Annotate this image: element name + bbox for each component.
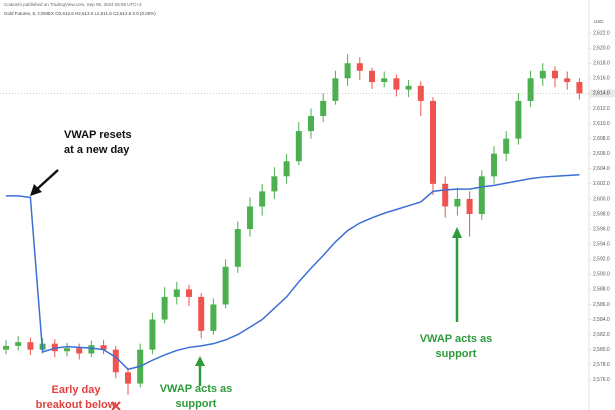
candle-body bbox=[173, 289, 180, 297]
y-tick-label: 2,592.0 bbox=[593, 257, 610, 263]
candle-body bbox=[564, 78, 571, 83]
annotation: support bbox=[436, 348, 477, 360]
annotation: breakout below bbox=[36, 399, 117, 410]
candle-body bbox=[64, 348, 70, 352]
annotation: VWAP acts as bbox=[420, 333, 493, 345]
y-tick-label: 2,598.0 bbox=[593, 211, 610, 217]
y-tick-label: 2,604.0 bbox=[593, 166, 610, 172]
candles bbox=[3, 54, 583, 395]
annotation: Early day bbox=[52, 384, 102, 396]
candle-body bbox=[247, 206, 253, 230]
candle-body bbox=[527, 78, 534, 101]
arrow bbox=[35, 169, 59, 191]
y-tick-label: 2,608.0 bbox=[593, 136, 610, 142]
candle-body bbox=[295, 131, 302, 162]
y-tick-label: 2,602.0 bbox=[593, 181, 610, 187]
candle-body bbox=[381, 78, 388, 83]
candle-body bbox=[478, 176, 485, 214]
last-price-label: 2,614.0 bbox=[593, 91, 610, 97]
candle-body bbox=[100, 345, 107, 350]
y-tick-label: 2,600.0 bbox=[593, 196, 610, 202]
arrow-head bbox=[30, 184, 42, 196]
candle-body bbox=[3, 345, 9, 350]
annotation: VWAP acts as bbox=[160, 383, 233, 395]
candle-body bbox=[259, 191, 266, 207]
annotation: at a new day bbox=[64, 144, 130, 156]
cross bbox=[111, 401, 121, 410]
arrow-head bbox=[195, 356, 205, 366]
candle-body bbox=[356, 63, 363, 71]
candle-body bbox=[222, 266, 229, 305]
candle-body bbox=[283, 161, 290, 177]
annotations: VWAP resets at a new day Early day breakout… bbox=[30, 129, 492, 410]
y-tick-label: 2,616.0 bbox=[593, 76, 610, 82]
candle-body bbox=[125, 372, 131, 384]
y-tick-label: 2,596.0 bbox=[593, 226, 610, 232]
candle-body bbox=[515, 100, 522, 139]
y-tick-label: 2,578.0 bbox=[593, 362, 610, 368]
y-tick-label: 2,610.0 bbox=[593, 121, 610, 127]
annotation: VWAP resets bbox=[64, 129, 132, 141]
candle-body bbox=[466, 198, 473, 214]
y-tick-label: 2,590.0 bbox=[593, 272, 610, 278]
candle-body bbox=[430, 100, 436, 184]
candle-body bbox=[454, 198, 461, 207]
candle-body bbox=[88, 345, 95, 354]
candle-body bbox=[308, 116, 314, 132]
header: Codeinfo published on TradingView.com, S… bbox=[4, 2, 142, 7]
candle-body bbox=[393, 78, 400, 90]
candle-body bbox=[271, 176, 278, 192]
y-tick-label: 2,618.0 bbox=[593, 61, 610, 67]
candle-body bbox=[149, 319, 156, 350]
candle-body bbox=[112, 349, 119, 373]
candle-body bbox=[186, 289, 192, 297]
y-tick-label: 2,580.0 bbox=[593, 347, 610, 353]
currency: USD bbox=[594, 19, 604, 24]
annotation: support bbox=[176, 398, 217, 410]
candle-body bbox=[369, 70, 375, 83]
y-tick-label: 2,588.0 bbox=[593, 287, 610, 293]
candle-body bbox=[503, 138, 510, 154]
y-tick-label: 2,594.0 bbox=[593, 241, 610, 247]
candle-body bbox=[491, 153, 497, 177]
candle-body bbox=[210, 304, 217, 331]
y-tick-label: 2,620.0 bbox=[593, 45, 610, 51]
candle-body bbox=[344, 63, 351, 79]
subtitle: Gold Futures, 5, COMEX O2,612.6 H2,613.0… bbox=[4, 11, 156, 16]
candle-body bbox=[15, 342, 22, 346]
candle-body bbox=[576, 82, 583, 94]
candle-body bbox=[27, 342, 34, 350]
last-price-box bbox=[590, 89, 615, 98]
candle-body bbox=[198, 296, 205, 331]
y-tick-label: 2,622.0 bbox=[593, 30, 610, 36]
candle-body bbox=[552, 70, 558, 79]
candle-body bbox=[405, 85, 412, 90]
candle-body bbox=[76, 348, 83, 354]
candle-body bbox=[442, 183, 449, 207]
candle-body bbox=[161, 296, 168, 320]
lines: 2,614.0 bbox=[0, 89, 615, 371]
y-tick-label: 2,586.0 bbox=[593, 302, 610, 308]
candle-body bbox=[332, 78, 339, 101]
y-tick-label: 2,576.0 bbox=[593, 377, 610, 383]
candle-body bbox=[320, 100, 327, 116]
arrow-head bbox=[452, 227, 462, 238]
y-tick-label: 2,584.0 bbox=[593, 317, 610, 323]
candle-body bbox=[539, 70, 546, 79]
vwap-line bbox=[6, 174, 580, 371]
candle-body bbox=[234, 229, 241, 267]
y-tick-label: 2,582.0 bbox=[593, 332, 610, 338]
y-tick-label: 2,612.0 bbox=[593, 106, 610, 112]
y-tick-label: 2,606.0 bbox=[593, 151, 610, 157]
